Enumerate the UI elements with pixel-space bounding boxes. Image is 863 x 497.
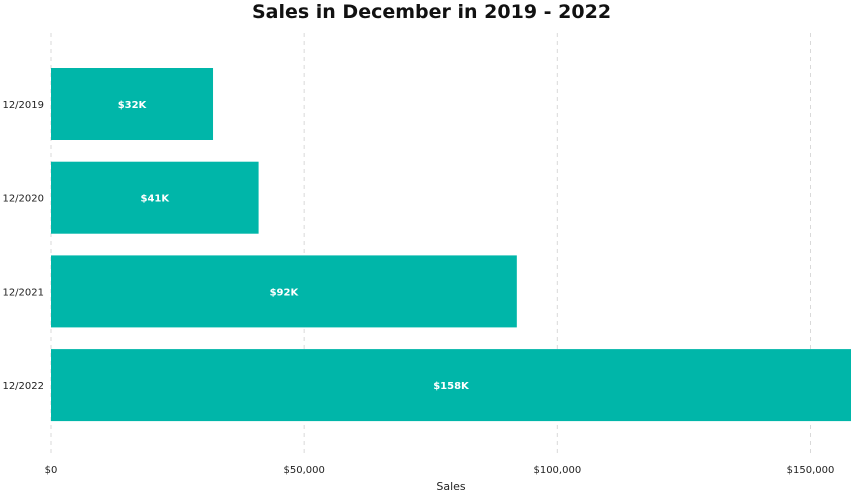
bar-data-label: $92K [270, 287, 300, 298]
x-tick-label: $100,000 [533, 465, 581, 476]
bar-data-label: $158K [433, 381, 470, 392]
grid-lines [50, 33, 811, 455]
y-tick-label: 12/2022 [2, 381, 44, 392]
bar[interactable] [51, 68, 214, 140]
chart-title: Sales in December in 2019 - 2022 [251, 1, 612, 23]
y-tick-label: 12/2020 [2, 194, 44, 205]
y-axis-ticks: 12/2019 12/2020 12/2021 12/2022 [2, 100, 44, 392]
y-tick-label: 12/2019 [2, 100, 44, 111]
bar-data-label: $41K [140, 194, 170, 205]
x-tick-label: $150,000 [787, 465, 835, 476]
bar-data-label: $32K [118, 100, 148, 111]
bar[interactable] [51, 161, 259, 234]
bars: $32K $41K $92K $158K [51, 68, 851, 422]
x-tick-label: $50,000 [283, 465, 324, 476]
y-tick-label: 12/2021 [2, 287, 44, 298]
x-axis-label: Sales [436, 480, 466, 493]
x-axis-ticks: $0 $50,000 $100,000 $150,000 [45, 465, 835, 476]
bar[interactable] [51, 255, 517, 328]
bar[interactable] [51, 349, 851, 422]
x-tick-label: $0 [45, 465, 58, 476]
